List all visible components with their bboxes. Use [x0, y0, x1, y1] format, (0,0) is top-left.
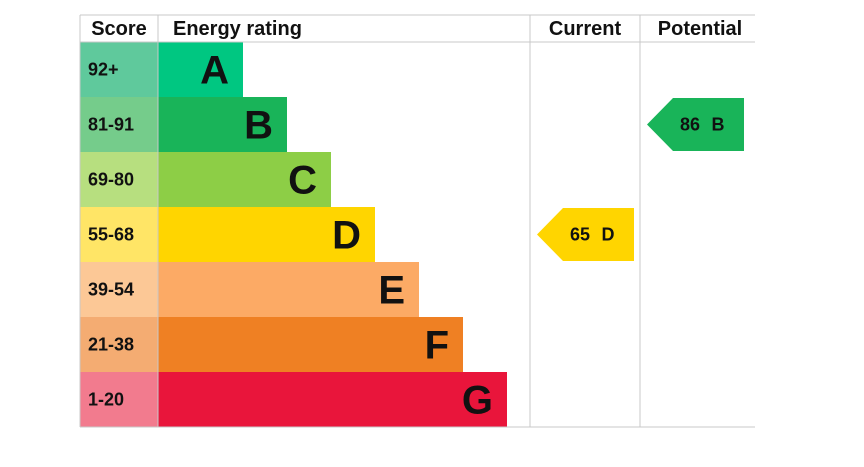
rating-bar [158, 97, 287, 152]
header-score: Score [91, 18, 147, 40]
score-label: 39-54 [88, 280, 134, 300]
potential-value: 86 [680, 115, 700, 135]
score-cell [80, 97, 158, 152]
rating-bar [158, 372, 507, 427]
rating-bar [158, 152, 331, 207]
score-label: 1-20 [88, 390, 124, 410]
rating-bar [158, 207, 375, 262]
rating-letter: E [378, 269, 405, 313]
score-cell [80, 262, 158, 317]
score-cell [80, 207, 158, 262]
score-label: 21-38 [88, 335, 134, 355]
rating-bar [158, 317, 463, 372]
rating-letter: A [200, 49, 229, 93]
header-rating: Energy rating [173, 18, 302, 40]
potential-arrow [647, 98, 744, 151]
score-label: 92+ [88, 60, 119, 80]
score-cell [80, 42, 158, 97]
score-cell [80, 372, 158, 427]
score-label: 69-80 [88, 170, 134, 190]
rating-letter: G [462, 379, 493, 423]
rating-bar [158, 262, 419, 317]
header-potential: Potential [658, 18, 742, 40]
score-label: 81-91 [88, 115, 134, 135]
rating-letter: C [288, 159, 317, 203]
rating-letter: B [244, 104, 273, 148]
rating-letter: D [332, 214, 361, 258]
rating-bar [158, 42, 243, 97]
current-letter: D [602, 225, 615, 245]
score-label: 55-68 [88, 225, 134, 245]
potential-letter: B [712, 115, 725, 135]
current-arrow [537, 208, 634, 261]
rating-letter: F [425, 324, 449, 368]
score-cell [80, 152, 158, 207]
header-current: Current [549, 18, 622, 40]
score-cell [80, 317, 158, 372]
current-value: 65 [570, 225, 590, 245]
